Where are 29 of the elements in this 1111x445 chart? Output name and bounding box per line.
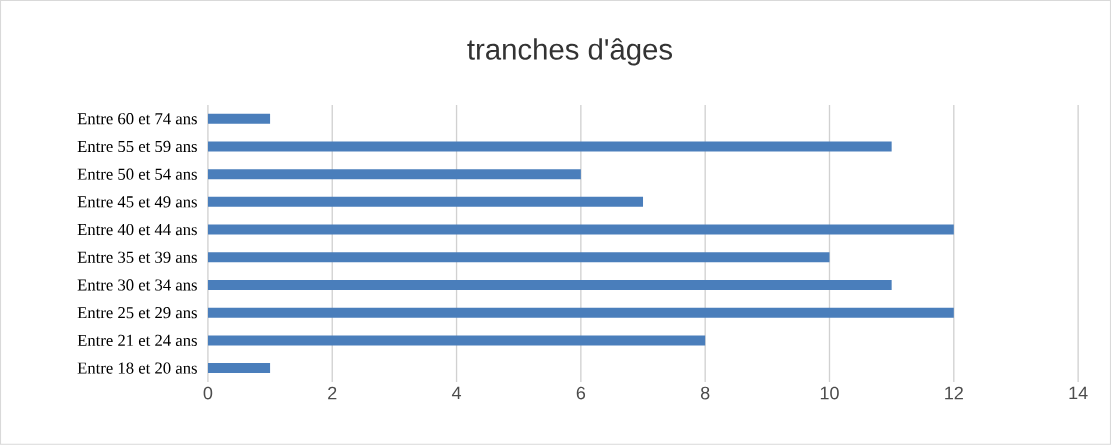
bar <box>207 307 954 318</box>
x-tick-label: 0 <box>203 386 213 400</box>
y-tick-label: Entre 60 et 74 ans <box>77 113 197 125</box>
x-tick-label: 14 <box>1069 386 1088 400</box>
y-tick-label: Entre 55 et 59 ans <box>77 140 197 153</box>
bar <box>207 113 271 124</box>
y-tick-label: Entre 50 et 54 ans <box>77 168 197 180</box>
bar <box>207 141 892 152</box>
y-tick-label: Entre 25 et 29 ans <box>77 307 197 319</box>
y-tick-label: Entre 18 et 20 ans <box>77 362 197 374</box>
x-tick-label: 2 <box>328 386 337 400</box>
bar <box>207 363 271 374</box>
bar <box>207 196 644 207</box>
bar <box>207 280 892 291</box>
y-tick-label: Entre 21 et 24 ans <box>77 334 197 347</box>
x-tick-label: 10 <box>820 386 839 400</box>
bar <box>207 252 830 263</box>
y-tick-label: Entre 30 et 34 ans <box>77 279 197 291</box>
bar <box>207 169 581 180</box>
x-tick-label: 8 <box>700 386 710 400</box>
x-tick-label: 4 <box>451 386 462 400</box>
bar <box>207 224 954 235</box>
y-tick-label: Entre 40 et 44 ans <box>77 224 197 236</box>
bar <box>207 335 706 346</box>
y-tick-label: Entre 35 et 39 ans <box>77 251 197 263</box>
x-tick-label: 6 <box>576 386 586 400</box>
x-tick-label: 12 <box>945 386 963 400</box>
chart-title: tranches d'âges <box>467 38 673 66</box>
y-tick-label: Entre 45 et 49 ans <box>77 196 197 208</box>
